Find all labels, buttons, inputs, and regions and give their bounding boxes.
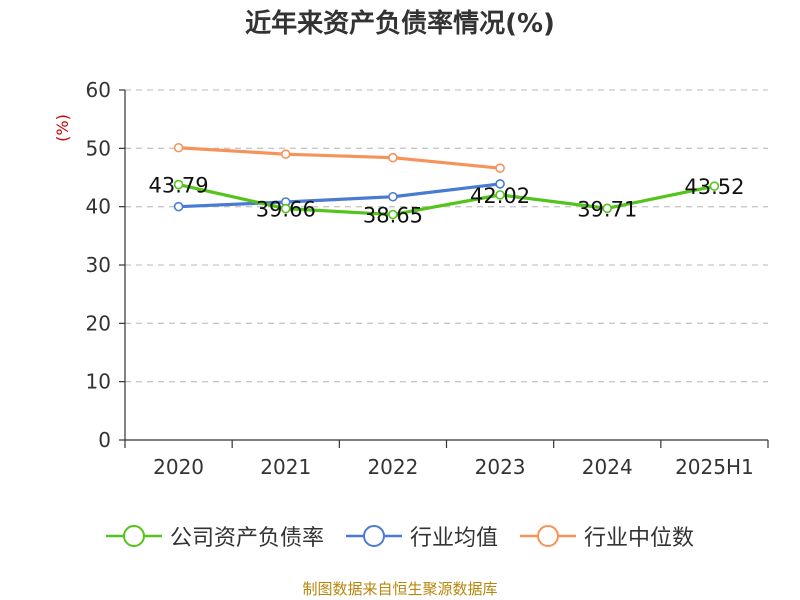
data-point (709, 181, 720, 191)
data-point (495, 190, 505, 200)
data-point (495, 179, 505, 189)
x-tick-label: 2021 (260, 455, 311, 479)
legend-label: 行业中位数 (584, 526, 695, 551)
data-point (495, 163, 505, 173)
data-point (173, 179, 184, 190)
data-point (173, 201, 184, 212)
x-tick-label: 2022 (367, 455, 418, 479)
data-label: 43.79 (149, 174, 209, 198)
y-tick-label: 30 (86, 253, 111, 277)
data-point (602, 203, 613, 214)
y-tick-label: 10 (86, 370, 111, 394)
x-tick-label: 2020 (153, 455, 204, 479)
data-point (388, 209, 398, 220)
source-note: 制图数据来自恒生聚源数据库 (302, 580, 498, 598)
legend-label: 行业均值 (409, 526, 498, 551)
chart-title: 近年来资产负债率情况(%) (245, 9, 555, 39)
data-label: 39.66 (256, 198, 316, 222)
y-tick-label: 0 (98, 428, 111, 452)
data-label: 39.71 (577, 197, 637, 221)
legend-item[interactable]: 行业中位数 (520, 520, 694, 552)
data-point (280, 149, 291, 159)
data-point (388, 191, 398, 202)
series-line (178, 182, 715, 217)
data-label: 43.52 (684, 175, 744, 199)
data-point (173, 142, 184, 153)
y-axis-label: (%) (53, 114, 72, 142)
legend-label: 公司资产负债率 (169, 526, 324, 551)
legend: 公司资产负债率 行业均值 行业中位数 (0, 520, 800, 552)
legend-item[interactable]: 行业均值 (345, 520, 498, 552)
legend-swatch-icon (345, 525, 402, 547)
series-line (178, 146, 501, 170)
data-point (388, 152, 398, 163)
axes: 0 10 20 30 40 50 60 2020 2021 2022 2023 2024 2025H1 (… (53, 78, 769, 479)
series-line (178, 182, 501, 209)
y-tick-label: 50 (86, 136, 111, 160)
legend-swatch-icon (520, 525, 576, 547)
data-point (280, 203, 291, 214)
grid-lines (125, 89, 768, 383)
legend-item[interactable]: 公司资产负债率 (105, 520, 324, 552)
x-tick-label: 2023 (475, 455, 526, 479)
y-tick-label: 60 (86, 78, 111, 102)
x-tick-label: 2024 (582, 455, 633, 479)
data-labels: 43.79 39.66 38.65 42.02 39.71 43.52 (149, 174, 745, 228)
x-tick-label: 2025H1 (675, 455, 754, 479)
legend-swatch-icon (105, 525, 162, 547)
y-tick-label: 40 (86, 195, 111, 219)
series-lines (173, 142, 720, 220)
y-tick-label: 20 (86, 311, 111, 335)
data-label: 38.65 (363, 204, 423, 228)
data-label: 42.02 (470, 184, 530, 208)
